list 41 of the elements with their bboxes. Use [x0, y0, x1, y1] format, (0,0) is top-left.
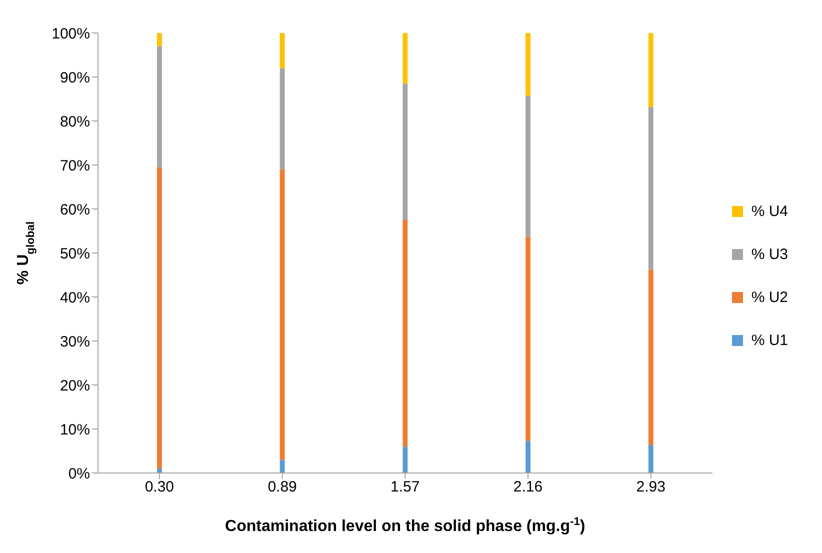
y-tick-label: 60% [60, 201, 90, 218]
bar [156, 46, 162, 168]
y-tick-label: 80% [60, 113, 90, 130]
x-tick-label: 0.89 [268, 478, 297, 496]
x-tick-label: 0.30 [144, 478, 174, 496]
bar [402, 220, 408, 447]
legend-label: % U3 [751, 246, 788, 262]
legend-label: % U4 [751, 202, 788, 220]
bar [648, 444, 654, 473]
y-tick-label: 70% [60, 157, 90, 174]
x-tick-label: 1.57 [390, 478, 420, 496]
bar [280, 33, 285, 68]
y-tick-label: 30% [60, 333, 90, 350]
legend-label: % U2 [751, 288, 788, 306]
y-tick-label: 50% [60, 245, 90, 262]
bar [648, 106, 654, 270]
y-tick-label: 100% [52, 25, 90, 42]
bar [526, 96, 530, 237]
y-tick-label: 10% [60, 421, 90, 438]
bar [526, 236, 530, 441]
bar [648, 33, 654, 107]
bar [648, 270, 654, 445]
x-tick-label: 2.93 [636, 478, 666, 496]
bar [402, 84, 408, 220]
legend-label: % U1 [751, 332, 788, 348]
bar [156, 468, 162, 473]
bar [402, 446, 408, 473]
y-tick-label: 0% [68, 465, 90, 482]
bar [280, 460, 285, 473]
bar [156, 33, 162, 46]
bar [280, 169, 285, 460]
bar [402, 33, 408, 84]
x-tick-label: 2.16 [513, 478, 543, 496]
bar [280, 68, 285, 170]
bar [156, 167, 162, 469]
bar [526, 33, 530, 96]
x-axis-title: Contamination level on the solid phase (mg.g$^{-1}$) [225, 516, 586, 535]
bar [526, 440, 530, 473]
y-tick-label: 20% [60, 377, 90, 394]
y-tick-label: 90% [60, 69, 90, 86]
y-tick-label: 40% [60, 289, 90, 306]
